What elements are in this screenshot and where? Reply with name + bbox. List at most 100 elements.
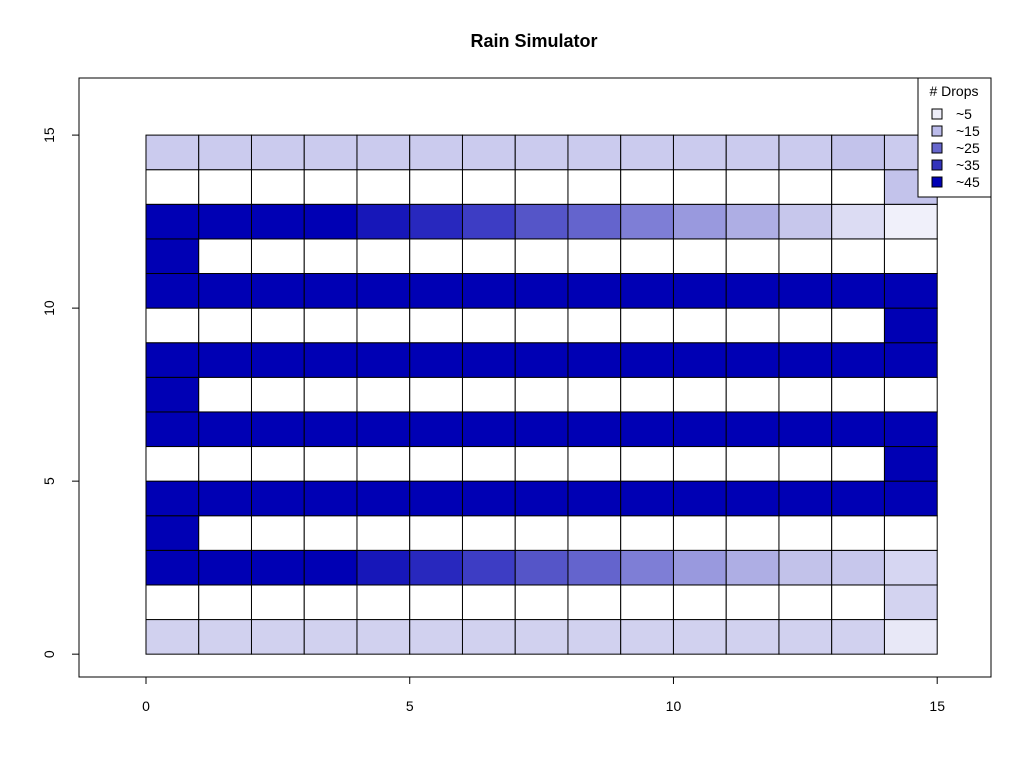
heatmap-cell bbox=[145, 411, 200, 448]
heatmap-cell bbox=[461, 238, 516, 275]
heatmap-cell bbox=[145, 619, 200, 655]
heatmap-cell bbox=[514, 515, 569, 551]
heatmap-cell bbox=[883, 549, 938, 586]
heatmap-cell bbox=[356, 376, 411, 413]
heatmap-cell bbox=[831, 342, 885, 378]
x-tick-label: 15 bbox=[929, 698, 945, 714]
heatmap-cell bbox=[620, 134, 674, 171]
heatmap-cell bbox=[409, 411, 463, 448]
heatmap-cell bbox=[883, 376, 938, 413]
x-tick-label: 10 bbox=[666, 698, 682, 714]
heatmap-cell bbox=[461, 169, 516, 205]
legend: # Drops ~5~15~25~35~45 bbox=[917, 77, 992, 198]
heatmap-cell bbox=[145, 169, 200, 205]
heatmap-cell bbox=[672, 446, 727, 482]
heatmap-cell bbox=[831, 584, 885, 621]
heatmap-cell bbox=[250, 549, 305, 586]
heatmap-cell bbox=[409, 515, 463, 551]
legend-box bbox=[917, 77, 992, 198]
heatmap-cell bbox=[778, 446, 833, 482]
heatmap-cell bbox=[461, 515, 516, 551]
heatmap-cell bbox=[356, 134, 411, 171]
heatmap-cell bbox=[198, 515, 252, 551]
heatmap-cell bbox=[198, 619, 252, 655]
heatmap-cell bbox=[461, 376, 516, 413]
heatmap-cell bbox=[145, 376, 200, 413]
heatmap-cell bbox=[198, 273, 252, 309]
heatmap-cell bbox=[303, 584, 358, 621]
heatmap-cell bbox=[356, 515, 411, 551]
heatmap-cell bbox=[409, 619, 463, 655]
heatmap-cell bbox=[831, 203, 885, 240]
heatmap-cell bbox=[620, 238, 674, 275]
heatmap-cell bbox=[250, 446, 305, 482]
heatmap-cell bbox=[620, 549, 674, 586]
heatmap-cell bbox=[356, 273, 411, 309]
heatmap-cell bbox=[461, 203, 516, 240]
heatmap-cell bbox=[883, 619, 938, 655]
y-tick-label: 15 bbox=[41, 127, 57, 143]
heatmap-cell bbox=[409, 238, 463, 275]
heatmap-cell bbox=[250, 342, 305, 378]
heatmap-cell bbox=[250, 515, 305, 551]
heatmap-cell bbox=[620, 446, 674, 482]
heatmap-cell bbox=[514, 619, 569, 655]
heatmap-cell bbox=[514, 169, 569, 205]
heatmap-cell bbox=[778, 515, 833, 551]
heatmap-cell bbox=[250, 134, 305, 171]
heatmap-cell bbox=[461, 307, 516, 344]
heatmap-cell bbox=[514, 203, 569, 240]
heatmap-cell bbox=[620, 619, 674, 655]
heatmap-cell bbox=[303, 411, 358, 448]
heatmap-cell bbox=[356, 203, 411, 240]
heatmap-cell bbox=[303, 376, 358, 413]
heatmap-cell bbox=[620, 480, 674, 517]
heatmap-cell bbox=[461, 549, 516, 586]
heatmap-cell bbox=[514, 342, 569, 378]
heatmap-cell bbox=[514, 446, 569, 482]
heatmap-cell bbox=[461, 446, 516, 482]
heatmap-cell bbox=[198, 203, 252, 240]
heatmap-cell bbox=[250, 480, 305, 517]
heatmap-cell bbox=[303, 515, 358, 551]
heatmap-cell bbox=[356, 480, 411, 517]
x-tick-label: 0 bbox=[142, 698, 150, 714]
heatmap-cell bbox=[725, 480, 780, 517]
heatmap-cell bbox=[250, 619, 305, 655]
legend-swatch bbox=[931, 125, 943, 137]
y-axis: 0 5 10 15 bbox=[41, 127, 80, 658]
heatmap-cell bbox=[303, 203, 358, 240]
heatmap-cell bbox=[250, 307, 305, 344]
heatmap-cell bbox=[725, 169, 780, 205]
heatmap-cell bbox=[303, 307, 358, 344]
heatmap-cell bbox=[567, 169, 622, 205]
heatmap-cell bbox=[567, 342, 622, 378]
heatmap-cell bbox=[620, 203, 674, 240]
heatmap-cell bbox=[883, 203, 938, 240]
heatmap-cell bbox=[514, 273, 569, 309]
heatmap-cell bbox=[778, 411, 833, 448]
heatmap-cell bbox=[514, 307, 569, 344]
heatmap-cell bbox=[620, 307, 674, 344]
heatmap-cell bbox=[672, 169, 727, 205]
heatmap-cell bbox=[198, 584, 252, 621]
heatmap-cell bbox=[461, 584, 516, 621]
heatmap-cell bbox=[567, 584, 622, 621]
heatmap-cell bbox=[620, 169, 674, 205]
heatmap-cell bbox=[303, 273, 358, 309]
heatmap-cell bbox=[198, 446, 252, 482]
heatmap-cell bbox=[303, 549, 358, 586]
heatmap-cell bbox=[778, 376, 833, 413]
heatmap-cell bbox=[778, 273, 833, 309]
heatmap-cell bbox=[356, 342, 411, 378]
heatmap-cell bbox=[567, 307, 622, 344]
heatmap-cell bbox=[356, 238, 411, 275]
heatmap-cell bbox=[409, 376, 463, 413]
heatmap-cell bbox=[883, 307, 938, 344]
heatmap-cell bbox=[461, 411, 516, 448]
legend-label: ~5 bbox=[956, 106, 972, 122]
y-tick-label: 0 bbox=[41, 650, 57, 658]
heatmap-cell bbox=[303, 342, 358, 378]
heatmap-cell bbox=[567, 549, 622, 586]
